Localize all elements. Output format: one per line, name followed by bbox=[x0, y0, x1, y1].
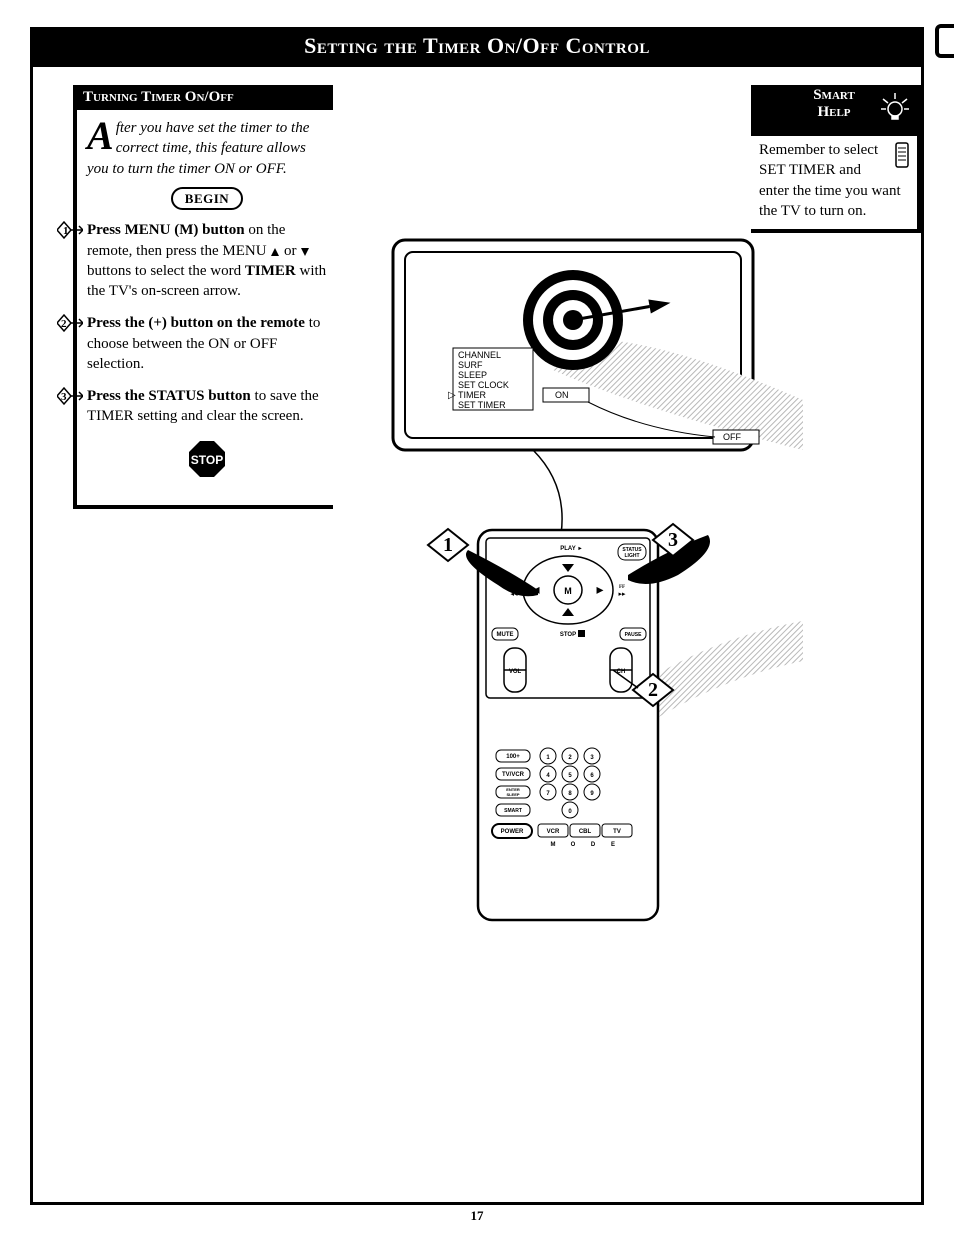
svg-text:O: O bbox=[571, 842, 576, 848]
dropcap: A bbox=[87, 120, 114, 152]
begin-badge: BEGIN bbox=[87, 187, 327, 211]
step-num-text: 1 bbox=[63, 225, 69, 237]
begin-label: BEGIN bbox=[171, 187, 243, 211]
svg-text:TV: TV bbox=[613, 829, 621, 835]
section-body: A fter you have set the timer to the cor… bbox=[73, 110, 333, 509]
svg-text:E: E bbox=[611, 842, 615, 848]
svg-text:OFF: OFF bbox=[723, 432, 741, 442]
corner-marker bbox=[935, 24, 954, 58]
svg-text:▸: ▸ bbox=[596, 583, 603, 598]
svg-text:D: D bbox=[591, 842, 596, 848]
svg-text:PLAY: PLAY bbox=[560, 546, 575, 552]
svg-text:100+: 100+ bbox=[506, 754, 520, 760]
svg-text:VCR: VCR bbox=[547, 829, 560, 835]
tv-screen: CHANNEL SURF SLEEP SET CLOCK TIMER ▷ SET… bbox=[393, 240, 803, 550]
svg-text:3: 3 bbox=[668, 529, 678, 551]
smart-help-text: Remember to select SET TIMER and enter t… bbox=[759, 142, 901, 219]
remote-icon bbox=[895, 142, 909, 174]
page-title-bar: Setting the Timer On/Off Control bbox=[30, 27, 924, 67]
svg-text:TIMER: TIMER bbox=[458, 390, 486, 400]
svg-text:ON: ON bbox=[555, 390, 569, 400]
section-header: Turning Timer On/Off bbox=[73, 85, 333, 110]
step-number-diamond: 3 bbox=[57, 386, 83, 406]
stop-label: STOP bbox=[191, 453, 223, 467]
step-1: 1 Press MENU (M) button on the remote, t… bbox=[87, 220, 327, 301]
svg-text:TV/VCR: TV/VCR bbox=[502, 772, 525, 778]
smart-help-panel: Smart Help bbox=[751, 85, 921, 233]
svg-text:SLEEP: SLEEP bbox=[458, 370, 487, 380]
svg-text:▷: ▷ bbox=[448, 390, 456, 401]
step-bold: Press the (+) button on the remote bbox=[87, 315, 305, 331]
svg-text:SET TIMER: SET TIMER bbox=[458, 400, 506, 410]
page-number: 17 bbox=[33, 1208, 921, 1224]
smart-help-title-1: Smart bbox=[813, 87, 855, 103]
smart-help-body: Remember to select SET TIMER and enter t… bbox=[751, 136, 917, 229]
svg-text:CBL: CBL bbox=[579, 829, 592, 835]
remote-illustration: PLAY▸ STATUS LIGHT M ◂ ▸ REW ◂◂ FF bbox=[466, 530, 803, 920]
svg-text:POWER: POWER bbox=[501, 829, 524, 835]
step-3: 3 Press the STATUS button to save the TI… bbox=[87, 386, 327, 427]
svg-text:CHANNEL: CHANNEL bbox=[458, 350, 501, 360]
lightbulb-icon bbox=[875, 89, 911, 130]
stop-badge: STOP bbox=[87, 439, 327, 485]
svg-text:LIGHT: LIGHT bbox=[625, 553, 640, 559]
step-num-text: 3 bbox=[61, 391, 67, 403]
svg-text:MUTE: MUTE bbox=[497, 632, 514, 638]
instructions-panel: Turning Timer On/Off A fter you have set… bbox=[73, 85, 333, 509]
step-bold: Press MENU (M) button bbox=[87, 222, 245, 238]
page-frame: Setting the Timer On/Off Control Turning… bbox=[30, 30, 924, 1205]
intro-text: fter you have set the timer to the corre… bbox=[87, 120, 309, 177]
smart-help-header: Smart Help bbox=[751, 85, 917, 136]
step-bold: Press the STATUS button bbox=[87, 388, 251, 404]
step-2: 2 Press the (+) button on the remote to … bbox=[87, 313, 327, 374]
svg-text:VOL: VOL bbox=[509, 669, 522, 675]
svg-text:SLEEP: SLEEP bbox=[506, 792, 519, 797]
step-number-diamond: 1 bbox=[57, 220, 83, 240]
svg-text:1: 1 bbox=[443, 534, 453, 556]
svg-text:2: 2 bbox=[648, 679, 658, 701]
svg-text:▸▸: ▸▸ bbox=[618, 590, 626, 598]
svg-text:SMART: SMART bbox=[504, 808, 522, 814]
svg-text:PAUSE: PAUSE bbox=[625, 632, 643, 638]
svg-text:SURF: SURF bbox=[458, 360, 483, 370]
smart-help-title-2: Help bbox=[817, 104, 850, 120]
svg-text:SET CLOCK: SET CLOCK bbox=[458, 380, 509, 390]
svg-text:STOP: STOP bbox=[560, 632, 576, 638]
svg-text:M: M bbox=[564, 586, 572, 596]
svg-text:M: M bbox=[551, 842, 556, 848]
step-number-diamond: 2 bbox=[57, 313, 83, 333]
center-illustration: CHANNEL SURF SLEEP SET CLOCK TIMER ▷ SET… bbox=[383, 230, 783, 935]
intro-paragraph: A fter you have set the timer to the cor… bbox=[87, 118, 327, 179]
page-title: Setting the Timer On/Off Control bbox=[304, 33, 650, 58]
step-num-text: 2 bbox=[61, 318, 67, 330]
